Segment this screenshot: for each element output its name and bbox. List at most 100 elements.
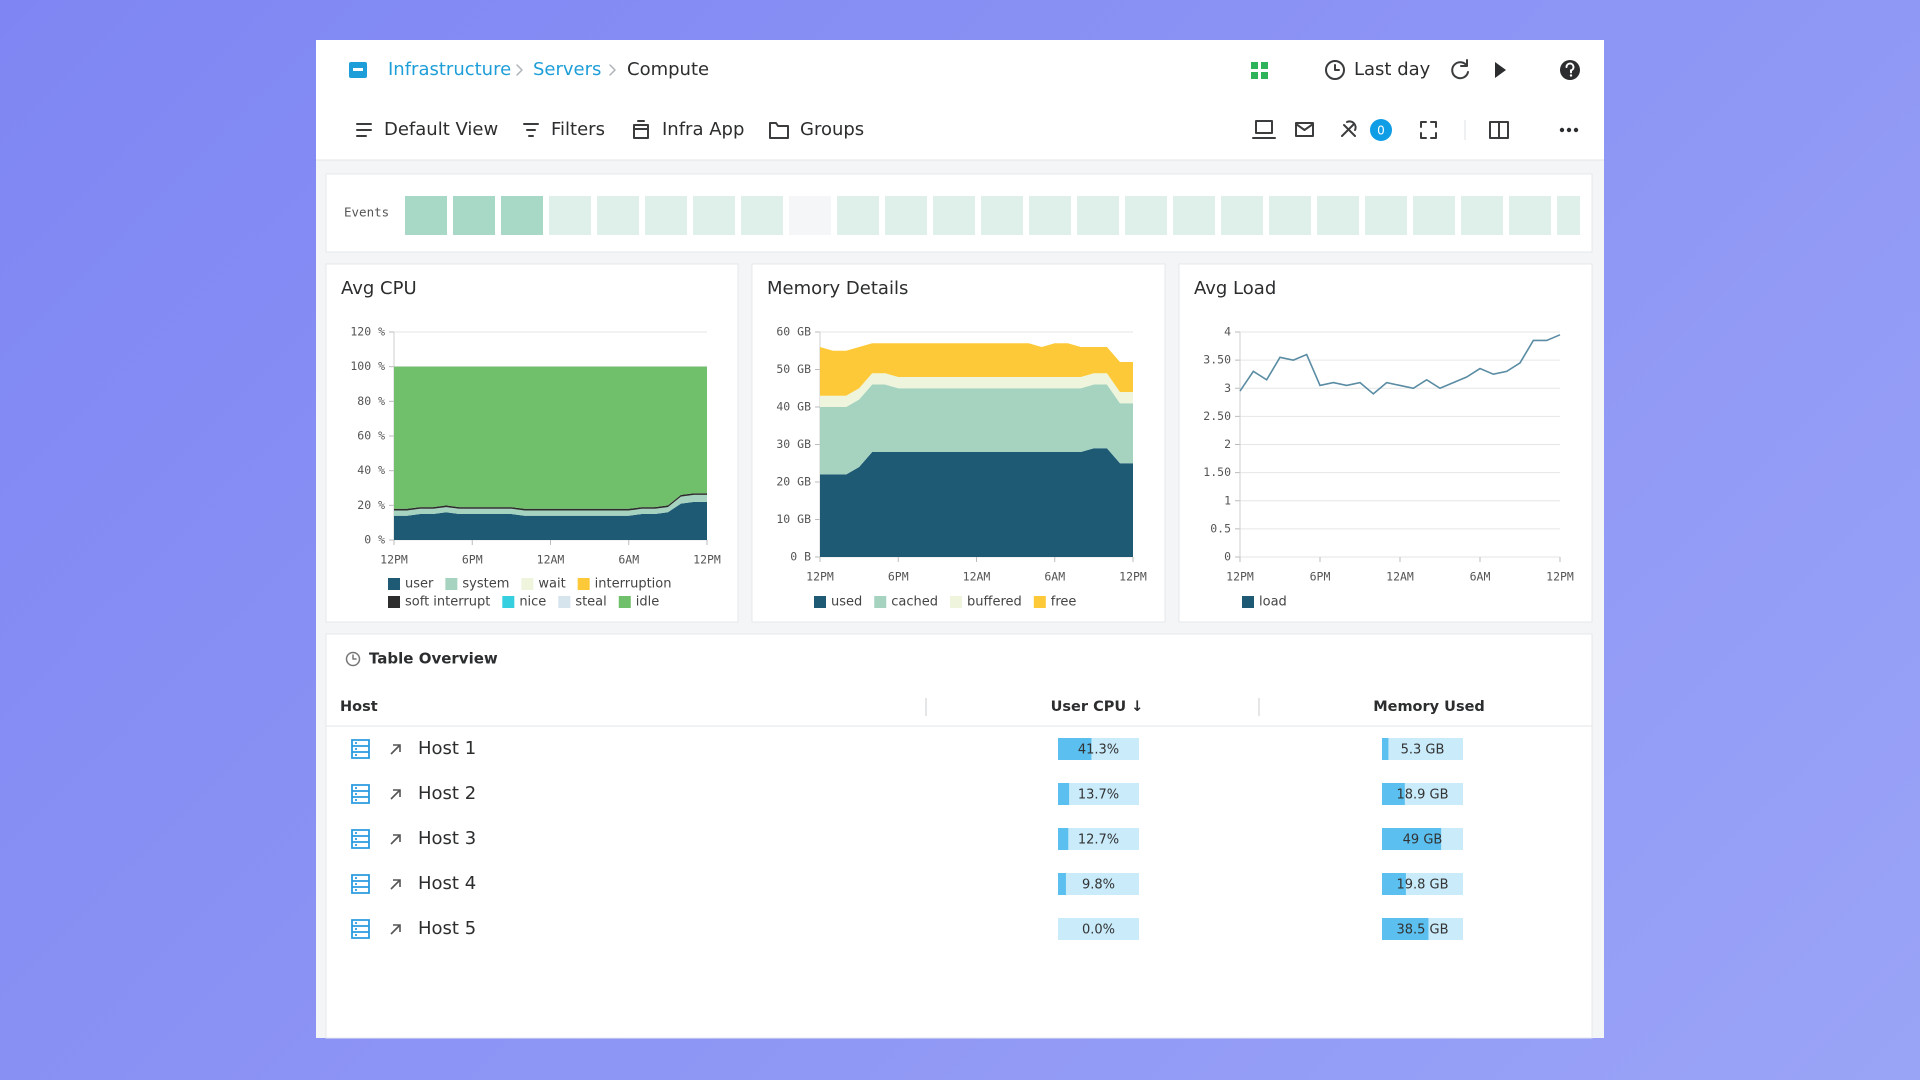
- legend-label[interactable]: system: [462, 577, 509, 592]
- open-link-icon[interactable]: [390, 834, 401, 845]
- toolbar-button[interactable]: Infra App: [662, 119, 744, 140]
- chart-panel: [1178, 263, 1593, 623]
- y-tick-label: 50 GB: [776, 362, 811, 376]
- table-title: Table Overview: [369, 650, 498, 668]
- fullscreen-button[interactable]: [1420, 121, 1437, 139]
- legend-label[interactable]: interruption: [595, 577, 672, 592]
- host-name[interactable]: Host 2: [418, 783, 476, 804]
- help-button[interactable]: [1560, 60, 1580, 80]
- legend-label[interactable]: used: [831, 595, 862, 610]
- event-cell[interactable]: [1029, 196, 1071, 235]
- open-link-icon[interactable]: [390, 879, 401, 890]
- cpu-bar: [1058, 873, 1066, 895]
- y-tick-label: 0: [1224, 550, 1231, 564]
- event-cell[interactable]: [645, 196, 687, 235]
- mail-button[interactable]: [1295, 122, 1314, 137]
- legend-swatch: [618, 596, 631, 608]
- event-cell[interactable]: [501, 196, 543, 235]
- open-link-icon[interactable]: [390, 744, 401, 755]
- event-cell[interactable]: [981, 196, 1023, 235]
- play-button[interactable]: [1495, 62, 1506, 78]
- legend-label[interactable]: free: [1051, 595, 1077, 610]
- cpu-bar-track: [1058, 873, 1139, 895]
- host-name[interactable]: Host 1: [418, 738, 476, 759]
- more-button[interactable]: [1559, 127, 1579, 133]
- monitor-button[interactable]: [1252, 120, 1276, 139]
- alerts-badge[interactable]: [1370, 119, 1392, 141]
- toolbar-button[interactable]: Groups: [800, 119, 864, 140]
- legend-label[interactable]: load: [1259, 595, 1287, 610]
- alerts-count: 0: [1377, 124, 1385, 138]
- legend-label[interactable]: soft interrupt: [405, 595, 490, 610]
- y-tick-label: 0.5: [1210, 521, 1231, 535]
- y-tick-label: 1.50: [1203, 465, 1231, 479]
- breadcrumb-link[interactable]: Servers: [533, 59, 601, 80]
- server-icon: [351, 874, 370, 894]
- time-range-label[interactable]: Last day: [1354, 59, 1431, 80]
- column-header[interactable]: Memory Used: [1373, 699, 1485, 715]
- column-header[interactable]: User CPU ↓: [1051, 699, 1144, 715]
- toolbar-button[interactable]: Default View: [384, 119, 498, 140]
- event-cell[interactable]: [1125, 196, 1167, 235]
- legend-label[interactable]: steal: [575, 595, 606, 610]
- event-cell[interactable]: [1365, 196, 1407, 235]
- cpu-bar-track: [1058, 828, 1139, 850]
- open-link-icon[interactable]: [390, 924, 401, 935]
- event-cell[interactable]: [549, 196, 591, 235]
- event-cell[interactable]: [1173, 196, 1215, 235]
- open-link-icon[interactable]: [390, 789, 401, 800]
- toolbar-button[interactable]: Filters: [551, 119, 605, 140]
- y-tick-label: 80 %: [357, 394, 385, 408]
- event-cell[interactable]: [933, 196, 975, 235]
- alerts-button[interactable]: [1341, 120, 1357, 137]
- host-name[interactable]: Host 5: [418, 918, 476, 939]
- event-cell[interactable]: [1077, 196, 1119, 235]
- event-cell[interactable]: [693, 196, 735, 235]
- event-cell[interactable]: [1269, 196, 1311, 235]
- cpu-bar-track: [1058, 918, 1139, 940]
- host-name[interactable]: Host 4: [418, 873, 476, 894]
- event-cell[interactable]: [885, 196, 927, 235]
- event-cell[interactable]: [789, 196, 831, 235]
- chart-title: Avg CPU: [341, 278, 417, 299]
- event-cell[interactable]: [597, 196, 639, 235]
- breadcrumb-link[interactable]: Infrastructure: [388, 59, 511, 80]
- memory-label: 5.3 GB: [1401, 743, 1445, 758]
- legend-swatch: [1242, 596, 1254, 608]
- event-cell[interactable]: [1557, 196, 1580, 235]
- legend-label[interactable]: idle: [636, 595, 659, 610]
- split-view-button[interactable]: [1489, 121, 1509, 139]
- server-icon: [351, 784, 370, 804]
- cpu-label: 9.8%: [1082, 878, 1115, 893]
- time-range-button[interactable]: Last day: [1325, 59, 1431, 80]
- y-tick-label: 60 GB: [776, 325, 811, 339]
- column-header[interactable]: Host: [340, 699, 378, 715]
- memory-label: 19.8 GB: [1396, 878, 1448, 893]
- legend-label[interactable]: wait: [538, 577, 565, 592]
- chart-title: Avg Load: [1194, 278, 1276, 299]
- event-cell[interactable]: [837, 196, 879, 235]
- view-icon: [356, 123, 372, 137]
- legend-label[interactable]: buffered: [967, 595, 1022, 610]
- event-cell[interactable]: [1221, 196, 1263, 235]
- cpu-label: 12.7%: [1078, 833, 1119, 848]
- refresh-button[interactable]: [1451, 59, 1469, 80]
- cpu-label: 0.0%: [1082, 923, 1115, 938]
- event-cell[interactable]: [1317, 196, 1359, 235]
- y-tick-label: 20 %: [357, 498, 385, 512]
- legend-label[interactable]: user: [405, 577, 434, 592]
- add-widget-button[interactable]: [1251, 62, 1268, 79]
- event-cell[interactable]: [1413, 196, 1455, 235]
- y-tick-label: 2.50: [1203, 409, 1231, 423]
- legend-label[interactable]: cached: [891, 595, 938, 610]
- legend-label[interactable]: nice: [519, 595, 546, 610]
- event-cell[interactable]: [453, 196, 495, 235]
- event-cell[interactable]: [405, 196, 447, 235]
- legend-swatch: [577, 578, 590, 590]
- x-tick-label: 6AM: [618, 553, 639, 567]
- event-cell[interactable]: [1509, 196, 1551, 235]
- event-cell[interactable]: [1461, 196, 1503, 235]
- event-cell[interactable]: [741, 196, 783, 235]
- host-name[interactable]: Host 3: [418, 828, 476, 849]
